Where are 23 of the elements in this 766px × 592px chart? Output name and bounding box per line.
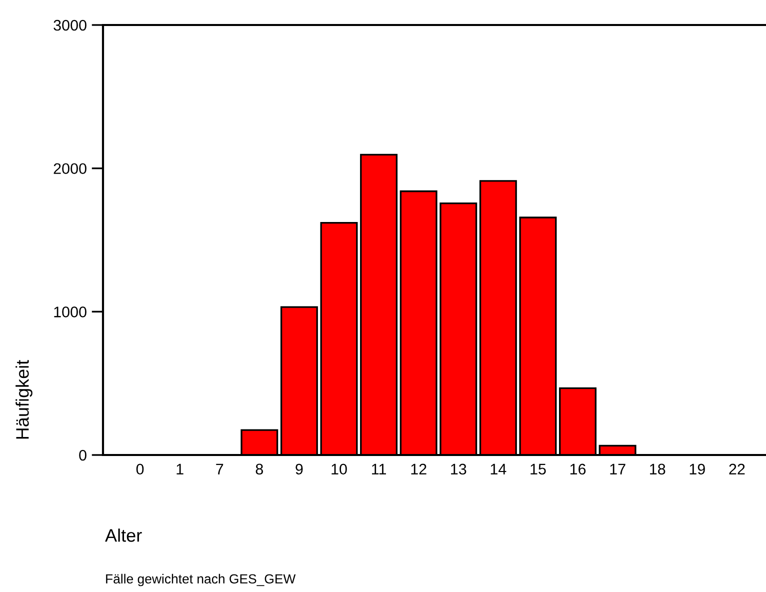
y-tick-label: 3000: [54, 20, 86, 31]
x-tick-label: 22: [729, 464, 745, 474]
x-tick-label: 16: [570, 464, 586, 475]
x-tick-label: 15: [530, 464, 546, 475]
y-tick-label: 0: [79, 450, 86, 461]
x-tick-label: 7: [216, 464, 224, 474]
x-tick-label: 10: [332, 464, 347, 475]
y-tick-label: 2000: [54, 163, 86, 174]
x-axis-title: Alter: [105, 528, 142, 542]
x-tick-label: 8: [256, 464, 263, 475]
x-tick-label: 18: [650, 464, 666, 475]
y-axis-title: Häufigkeit: [16, 360, 32, 439]
x-tick-label: 0: [136, 464, 144, 475]
x-tick-label: 19: [690, 464, 705, 475]
text: Fälle gewichtet nach GES_GEW: [106, 574, 296, 586]
x-tick-label: 12: [411, 464, 426, 474]
x-tick-label: 1: [176, 464, 184, 474]
x-tick-label: 17: [610, 464, 626, 474]
y-tick-label: 1000: [54, 306, 86, 318]
x-tick-label: 14: [490, 464, 506, 474]
x-tick-label: 11: [372, 464, 386, 474]
x-tick-label: 9: [296, 464, 303, 475]
x-tick-label: 13: [451, 464, 466, 475]
